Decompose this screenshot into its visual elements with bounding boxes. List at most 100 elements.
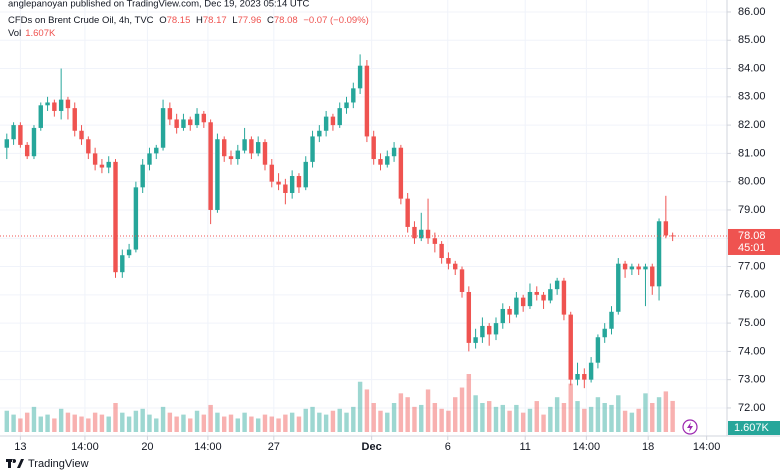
volume-bar [317,412,322,432]
candle-body [520,297,526,307]
x-tick-label: 18 [642,441,654,453]
x-tick-label: Dec [362,441,382,453]
volume-bar [160,406,166,432]
candle-body [317,130,322,137]
y-tick-label: 83.00 [738,91,766,103]
candle-body [446,258,451,264]
volume-bar [500,404,505,432]
volume-bar [38,416,43,432]
candle-body [72,108,77,131]
candle-body [296,176,302,188]
candle-body [493,323,499,335]
candle-body [459,269,465,292]
candle-body [425,229,431,239]
candle-body [222,139,227,157]
volume-bar [58,408,64,432]
candle-body [330,116,336,126]
candle-body [92,153,98,165]
candle-body [120,255,125,273]
low-label: L [232,15,237,26]
candle-body [656,221,662,287]
candle-body [643,266,648,270]
candle-body [133,187,139,250]
volume-bar [120,412,125,432]
candle-body [466,291,472,343]
volume-bar [262,414,268,432]
brand-name: TradingView [28,458,89,470]
volume-bar [616,395,621,432]
volume-bar [276,418,281,432]
volume-bar [534,401,539,432]
volume-bar [602,403,607,432]
volume-bar [466,374,472,432]
volume-bar [92,412,98,432]
volume-bar [541,414,546,432]
candle-body [616,263,621,312]
volume-bar [181,414,186,432]
candle-body [629,266,635,270]
candle-body [255,142,261,154]
volume-bar [520,412,526,432]
volume-bar [133,410,139,432]
candle-body [113,161,118,273]
volume-bar [446,410,451,432]
volume-bar [391,403,397,432]
candle-body [126,249,132,256]
volume-bar [473,395,478,432]
candle-body [310,136,315,162]
candle-body [473,337,478,343]
volume-bar [432,403,438,432]
candle-body [622,263,628,270]
volume-bar [174,416,179,432]
candle-body [283,184,288,193]
vol-value: 1.607K [25,28,56,39]
volume-label: 1.607K [734,422,770,434]
volume-pane [4,374,675,432]
x-tick-label: 13 [14,441,26,453]
volume-bar [514,404,519,432]
volume-bar [588,406,594,432]
volume-bar [235,418,241,432]
brand-logo [6,459,24,468]
y-tick-label: 79.00 [738,204,766,216]
volume-bar [289,412,295,432]
volume-bar [310,406,315,432]
candle-body [208,122,213,210]
candle-body [391,147,397,157]
volume-bar [242,412,247,432]
volume-bar [126,416,132,432]
volume-bar [31,406,37,432]
volume-bar [296,416,302,432]
volume-bar [249,416,254,432]
low: 77.96 [238,15,262,26]
brand: TradingView [6,458,89,470]
candle-body [650,266,655,287]
y-tick-label: 81.00 [738,147,766,159]
volume-bar [568,383,573,432]
x-tick-label: 14:00 [693,441,721,453]
candle-body [24,144,30,157]
candle-body [249,139,254,154]
change: −0.07 (−0.09%) [303,15,369,26]
x-tick-label: 20 [141,441,153,453]
volume-bar [650,403,655,432]
candle-body [500,308,505,324]
candle-body [262,142,268,165]
y-tick-label: 77.00 [738,260,766,272]
volume-bar [595,397,601,432]
candle-body [11,125,16,140]
volume-bar [419,404,424,432]
candle-body [242,139,247,151]
candle-body [323,116,329,131]
volume-bar [670,400,675,432]
y-tick-label: 75.00 [738,317,766,329]
candle-body [480,325,485,338]
candle-body [595,337,601,363]
volume-bar [52,418,57,432]
volume-bar [330,410,336,432]
volume-bar [11,414,16,432]
candle-body [636,266,641,270]
candle-body [344,102,349,109]
volume-bar [86,418,91,432]
